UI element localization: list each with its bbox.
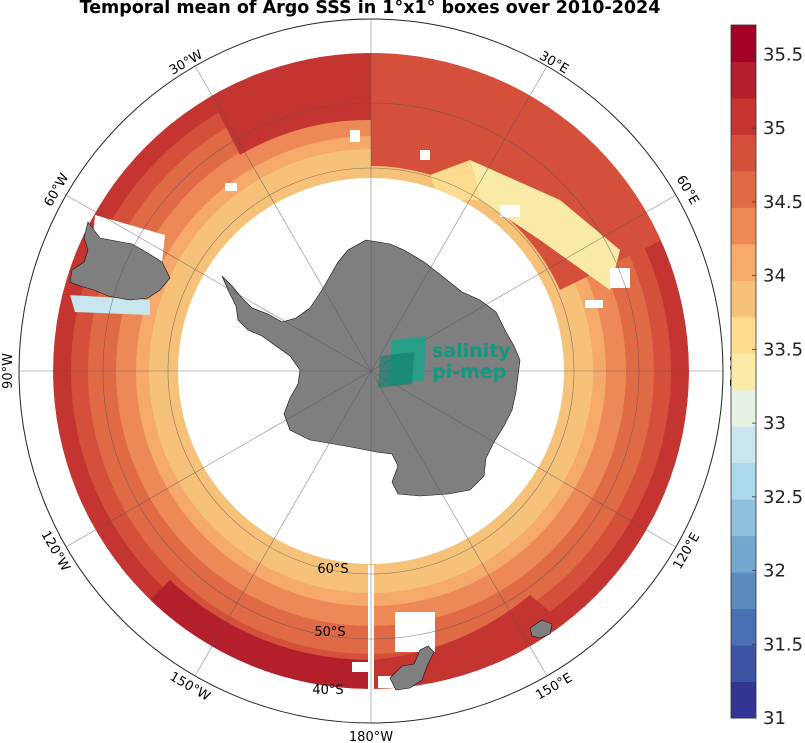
- colorbar-cell: [731, 207, 756, 245]
- colorbar-tick-label: 33: [763, 413, 786, 434]
- colorbar-cell: [731, 389, 756, 427]
- lon-label-60e: 60°E: [673, 173, 702, 208]
- lon-label-90w: 90°W: [1, 353, 16, 389]
- colorbar-tick-label: 34.5: [763, 192, 803, 213]
- lon-label-180w: 180°W: [349, 730, 393, 743]
- latitude-labels: 60°S 50°S 40°S: [312, 562, 348, 698]
- colorbar-cell: [731, 134, 756, 172]
- lon-label-30w: 30°W: [167, 47, 206, 78]
- colorbar-cell: [731, 535, 756, 573]
- colorbar-cell: [731, 170, 756, 208]
- lon-label-120e: 120°E: [671, 530, 704, 572]
- colorbar-cell: [731, 426, 756, 464]
- lon-label-30e: 30°E: [536, 49, 571, 78]
- sss-field: [53, 53, 689, 689]
- colorbar-tick-label: 31.5: [763, 634, 803, 655]
- colorbar-cell: [731, 608, 756, 646]
- colorbar-cell: [731, 681, 756, 719]
- lon-label-60w: 60°W: [41, 171, 72, 210]
- lat-label-60s: 60°S: [317, 562, 348, 577]
- colorbar-cell: [731, 462, 756, 500]
- colorbar-cell: [731, 25, 756, 62]
- colorbar-tick-label: 33.5: [763, 339, 803, 360]
- colorbar-tick-label: 32: [763, 561, 786, 582]
- colorbar-cell: [731, 243, 756, 281]
- colorbar-cell: [731, 316, 756, 354]
- colorbar-frame: [730, 24, 757, 719]
- graticule: [19, 19, 723, 723]
- lat-label-40s: 40°S: [312, 683, 343, 698]
- colorbar-tick-label: 34: [763, 266, 786, 287]
- new-zealand-land: [389, 645, 435, 691]
- lon-label-150e: 150°E: [533, 671, 575, 704]
- lon-label-150w: 150°W: [167, 669, 213, 704]
- colorbar-cell: [731, 353, 756, 391]
- lat-label-50s: 50°S: [314, 625, 345, 640]
- south-america-land: [69, 221, 171, 301]
- colorbar-cell: [731, 572, 756, 610]
- lon-label-120w: 120°W: [37, 528, 72, 574]
- logo-line1: salinity: [432, 340, 511, 362]
- colorbar-cell: [731, 499, 756, 537]
- map-title: Temporal mean of Argo SSS in 1°x1° boxes…: [79, 0, 661, 18]
- colorbar-tick-label: 35: [763, 118, 786, 139]
- colorbar-tick-label: 32.5: [763, 487, 803, 508]
- colorbar: 31 31.5 32 32.5 33 33.5 34 34.5 35 35.5: [730, 24, 803, 729]
- colorbar-cell: [731, 61, 756, 99]
- logo-line2: pi-mep: [432, 361, 506, 383]
- colorbar-cell: [731, 97, 756, 135]
- colorbar-cell: [731, 645, 756, 683]
- tasmania-land: [529, 619, 553, 639]
- salinity-pimep-logo: salinity pi-mep: [378, 336, 511, 388]
- colorbar-tick-label: 31: [763, 708, 786, 729]
- colorbar-tick-label: 35.5: [763, 44, 803, 65]
- colorbar-cell: [731, 280, 756, 318]
